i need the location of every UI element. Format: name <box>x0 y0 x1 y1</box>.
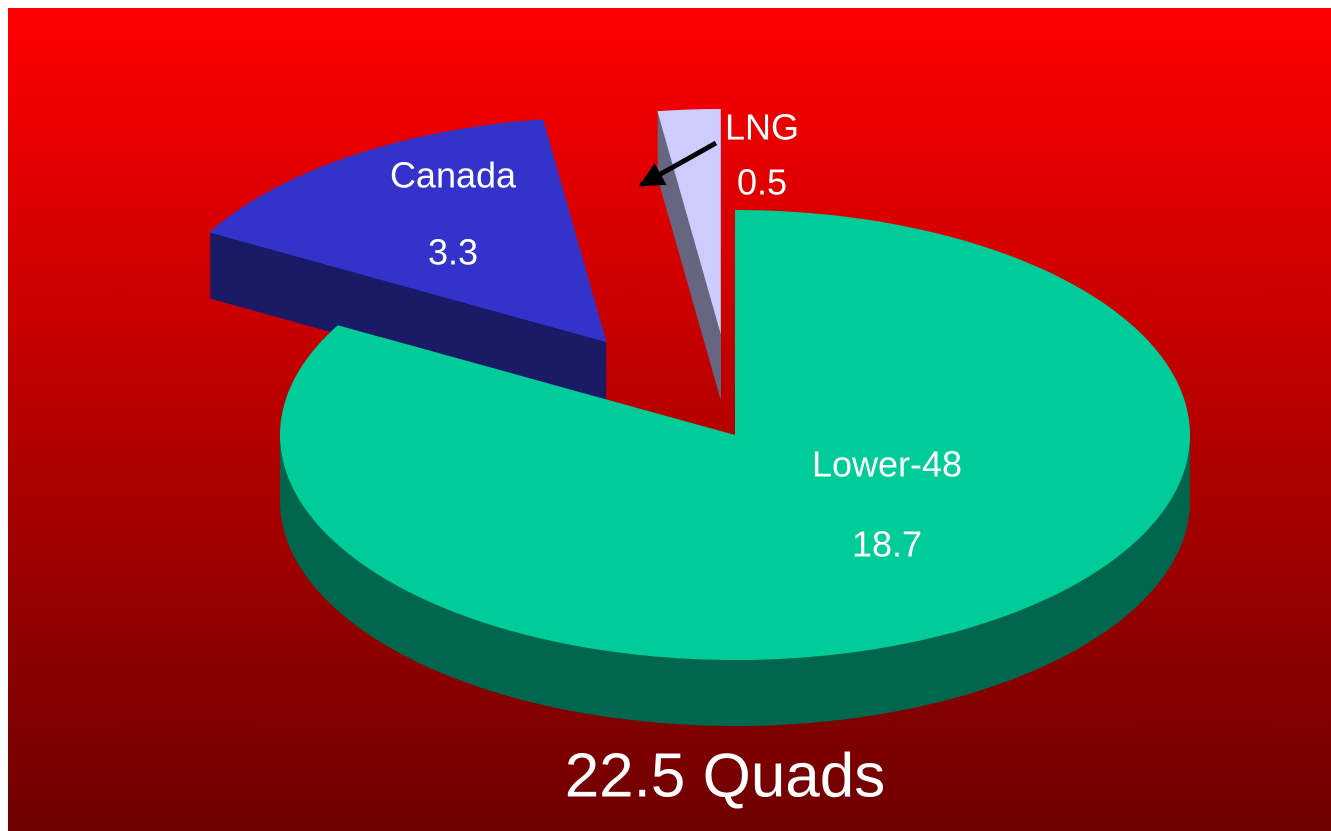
leader-arrow <box>638 140 718 188</box>
total-label: 22.5 Quads <box>565 741 886 810</box>
slice <box>280 210 1190 661</box>
slice-value: 0.5 <box>737 162 787 203</box>
slice-label: LNG <box>725 107 799 148</box>
slice-label: Lower-48 <box>812 444 962 485</box>
slice-value: 18.7 <box>852 524 922 565</box>
pie <box>209 108 1190 726</box>
slice-value: 3.3 <box>428 232 478 273</box>
slice-label: Canada <box>390 155 517 196</box>
slice <box>209 119 607 343</box>
